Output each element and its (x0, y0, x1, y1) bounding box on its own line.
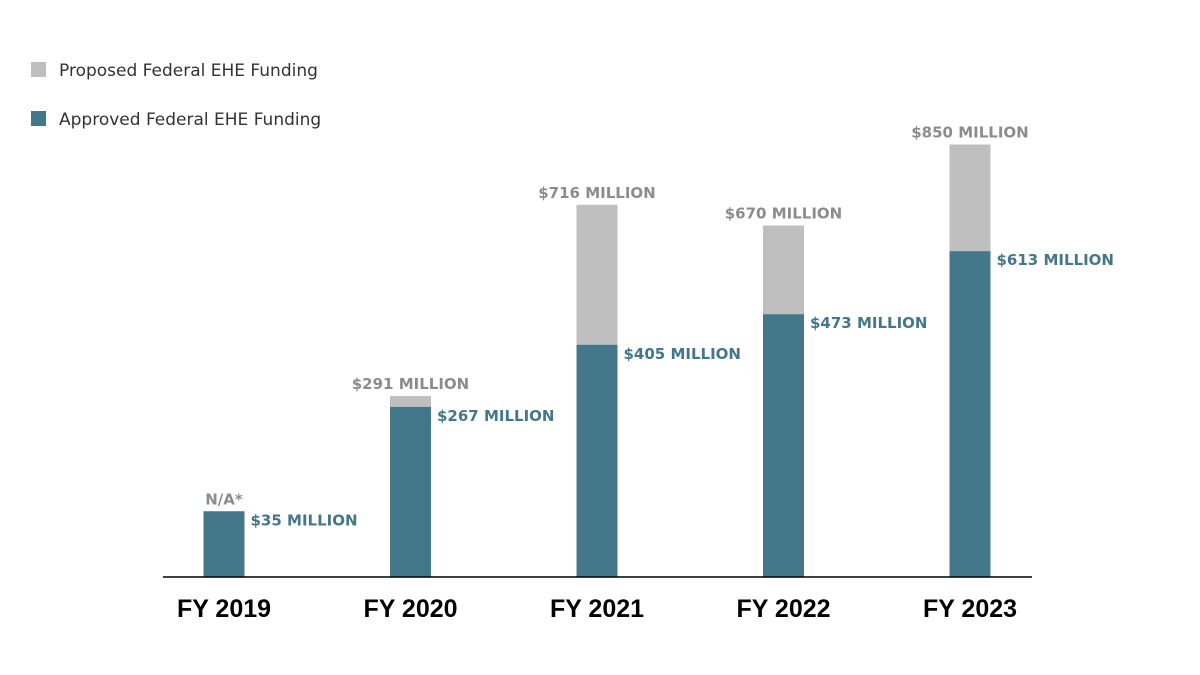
proposed-value-label: N/A* (205, 490, 243, 508)
bars: N/A* $35 MILLION $291 MILLION $267 MILLION $… (203, 124, 1114, 577)
category-label: FY 2022 (736, 595, 830, 623)
bar-proposed (763, 225, 804, 315)
category-label: FY 2021 (550, 595, 644, 623)
bar-approved (763, 314, 804, 577)
approved-value-label: $473 MILLION (810, 314, 927, 332)
category-label: FY 2020 (363, 595, 457, 623)
bar-proposed (576, 204, 618, 345)
legend-swatch (31, 62, 46, 77)
proposed-value-label: $670 MILLION (725, 205, 842, 223)
proposed-value-label: $291 MILLION (352, 375, 469, 393)
proposed-value-label: $716 MILLION (538, 184, 655, 202)
bar-approved (203, 511, 245, 577)
legend-label: Proposed Federal EHE Funding (59, 61, 318, 81)
legend-label: Approved Federal EHE Funding (59, 110, 321, 130)
proposed-value-label: $850 MILLION (911, 124, 1028, 142)
approved-value-label: $613 MILLION (997, 251, 1114, 269)
category-labels: FY 2019 FY 2020 FY 2021 FY 2022 FY 2023 (177, 595, 1017, 623)
category-label: FY 2023 (923, 595, 1017, 623)
bar-approved (576, 344, 618, 577)
approved-value-label: $35 MILLION (251, 511, 358, 529)
bar-proposed (390, 396, 431, 407)
approved-value-label: $405 MILLION (624, 345, 741, 363)
category-label: FY 2019 (177, 595, 271, 623)
approved-value-label: $267 MILLION (437, 407, 554, 425)
bar-proposed (949, 144, 991, 252)
bar-approved (949, 251, 991, 577)
bar-approved (390, 406, 431, 577)
legend: Proposed Federal EHE Funding Approved Fed… (31, 61, 321, 130)
legend-swatch (31, 111, 46, 126)
